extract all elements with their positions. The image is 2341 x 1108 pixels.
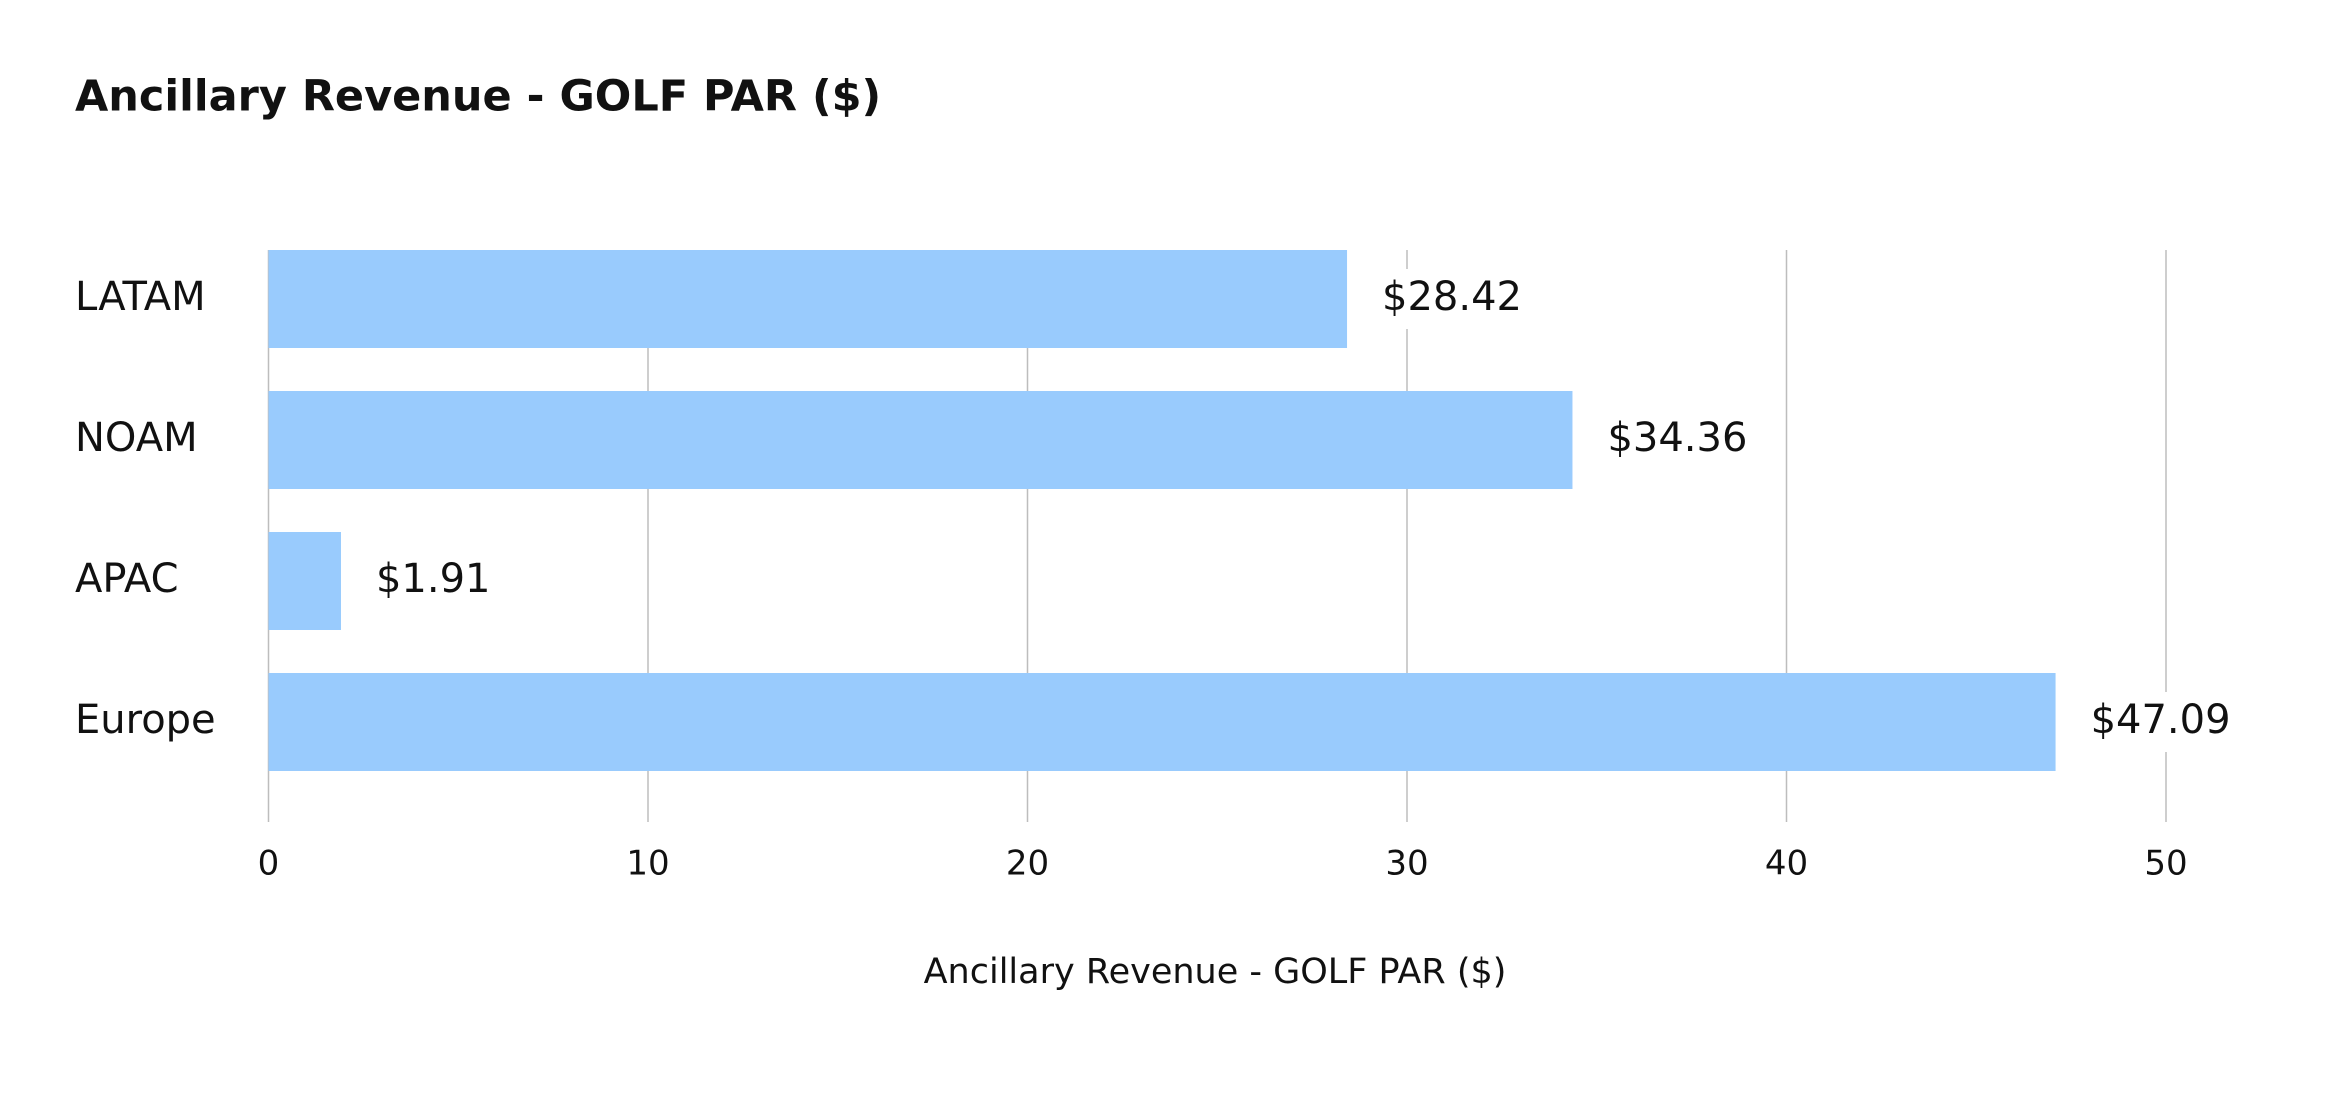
x-tick-label: 20 [1006,844,1049,884]
label-backdrop [2080,692,2236,752]
x-tick-label: 40 [1765,844,1808,884]
value-label: $47.09 [2091,697,2231,743]
x-axis-title: Ancillary Revenue - GOLF PAR ($) [924,952,1507,992]
y-tick-label: LATAM [75,274,206,320]
y-tick-label: APAC [75,556,179,602]
value-label: $1.91 [376,556,491,602]
label-backdrop [1597,410,1753,470]
label-backdrop [365,551,521,611]
bar [268,391,1573,489]
y-tick-label: Europe [75,697,216,743]
y-tick-label: NOAM [75,415,198,461]
bar [268,532,341,630]
x-tick-label: 10 [626,844,669,884]
chart-title: Ancillary Revenue - GOLF PAR ($) [75,72,881,122]
value-label: $28.42 [1382,274,1522,320]
x-tick-label: 0 [258,844,280,884]
x-tick-label: 50 [2144,844,2187,884]
value-label: $34.36 [1607,415,1747,461]
x-tick-label: 30 [1385,844,1428,884]
bar [268,673,2056,771]
label-backdrop [1372,269,1528,329]
bar [268,250,1348,348]
